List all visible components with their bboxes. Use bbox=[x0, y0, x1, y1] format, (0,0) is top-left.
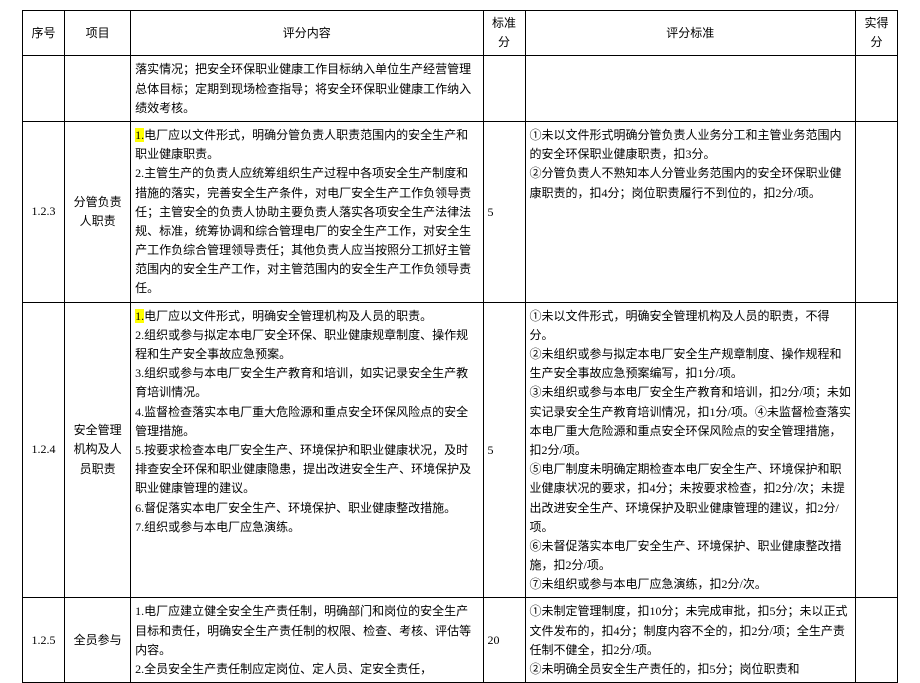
cell-score: 5 bbox=[483, 121, 525, 302]
cell-item: 分管负责人职责 bbox=[65, 121, 131, 302]
col-criteria: 评分标准 bbox=[525, 11, 855, 56]
cell-content: 1.电厂应建立健全安全生产责任制，明确部门和岗位的安全生产目标和责任，明确安全生… bbox=[131, 598, 483, 683]
cell-score: 5 bbox=[483, 302, 525, 598]
cell-score: 20 bbox=[483, 598, 525, 683]
cell-criteria bbox=[525, 56, 855, 122]
cell-content: 落实情况；把安全环保职业健康工作目标纳入单位生产经营管理总体目标；定期到现场检查… bbox=[131, 56, 483, 122]
cell-seq: 1.2.5 bbox=[23, 598, 65, 683]
col-seq: 序号 bbox=[23, 11, 65, 56]
highlight: 1. bbox=[135, 128, 144, 142]
cell-seq: 1.2.3 bbox=[23, 121, 65, 302]
table-row: 1.2.3分管负责人职责1.电厂应以文件形式，明确分管负责人职责范围内的安全生产… bbox=[23, 121, 898, 302]
cell-item: 安全管理机构及人员职责 bbox=[65, 302, 131, 598]
scoring-table: 序号 项目 评分内容 标准分 评分标准 实得分 落实情况；把安全环保职业健康工作… bbox=[22, 10, 898, 683]
table-row: 1.2.4安全管理机构及人员职责1.电厂应以文件形式，明确安全管理机构及人员的职… bbox=[23, 302, 898, 598]
cell-seq bbox=[23, 56, 65, 122]
cell-actual bbox=[855, 598, 897, 683]
col-score: 标准分 bbox=[483, 11, 525, 56]
cell-criteria: ①未制定管理制度，扣10分；未完成审批，扣5分；未以正式文件发布的，扣4分；制度… bbox=[525, 598, 855, 683]
cell-seq: 1.2.4 bbox=[23, 302, 65, 598]
col-item: 项目 bbox=[65, 11, 131, 56]
table-row: 落实情况；把安全环保职业健康工作目标纳入单位生产经营管理总体目标；定期到现场检查… bbox=[23, 56, 898, 122]
table-row: 1.2.5全员参与1.电厂应建立健全安全生产责任制，明确部门和岗位的安全生产目标… bbox=[23, 598, 898, 683]
col-actual: 实得分 bbox=[855, 11, 897, 56]
cell-item bbox=[65, 56, 131, 122]
highlight: 1. bbox=[135, 309, 144, 323]
cell-item: 全员参与 bbox=[65, 598, 131, 683]
cell-actual bbox=[855, 56, 897, 122]
cell-criteria: ①未以文件形式，明确安全管理机构及人员的职责，不得分。 ②未组织或参与拟定本电厂… bbox=[525, 302, 855, 598]
cell-actual bbox=[855, 121, 897, 302]
header-row: 序号 项目 评分内容 标准分 评分标准 实得分 bbox=[23, 11, 898, 56]
cell-content: 1.电厂应以文件形式，明确分管负责人职责范围内的安全生产和职业健康职责。 2.主… bbox=[131, 121, 483, 302]
cell-criteria: ①未以文件形式明确分管负责人业务分工和主管业务范围内的安全环保职业健康职责，扣3… bbox=[525, 121, 855, 302]
cell-actual bbox=[855, 302, 897, 598]
cell-score bbox=[483, 56, 525, 122]
col-content: 评分内容 bbox=[131, 11, 483, 56]
cell-content: 1.电厂应以文件形式，明确安全管理机构及人员的职责。 2.组织或参与拟定本电厂安… bbox=[131, 302, 483, 598]
